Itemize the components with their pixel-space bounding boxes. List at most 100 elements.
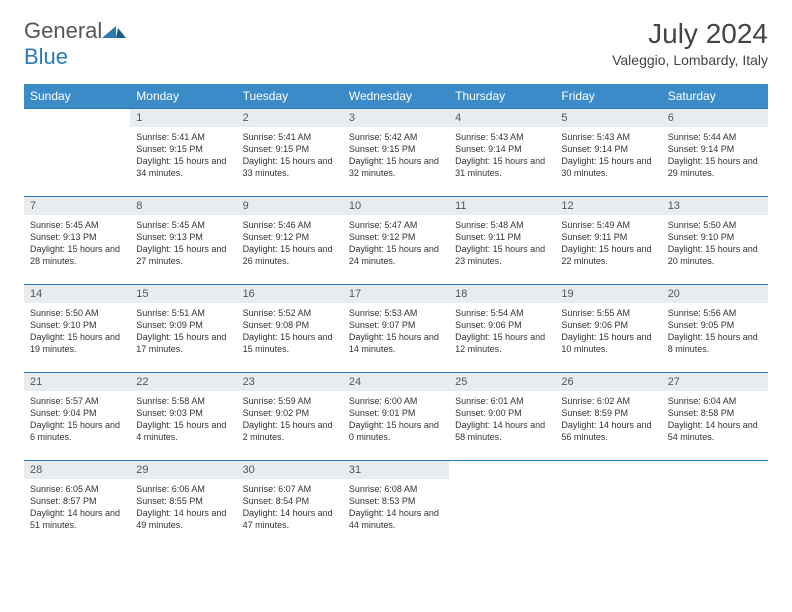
day-content: Sunrise: 5:59 AMSunset: 9:02 PMDaylight:… <box>237 391 343 450</box>
month-title: July 2024 <box>612 18 768 50</box>
daylight-line: Daylight: 15 hours and 26 minutes. <box>243 243 337 267</box>
day-content: Sunrise: 6:02 AMSunset: 8:59 PMDaylight:… <box>555 391 661 450</box>
day-content: Sunrise: 5:57 AMSunset: 9:04 PMDaylight:… <box>24 391 130 450</box>
daylight-line: Daylight: 15 hours and 2 minutes. <box>243 419 337 443</box>
calendar-day: 29Sunrise: 6:06 AMSunset: 8:55 PMDayligh… <box>130 460 236 548</box>
sunrise-line: Sunrise: 5:56 AM <box>668 307 762 319</box>
day-content: Sunrise: 5:46 AMSunset: 9:12 PMDaylight:… <box>237 215 343 274</box>
day-number: 6 <box>662 108 768 127</box>
day-content: Sunrise: 5:53 AMSunset: 9:07 PMDaylight:… <box>343 303 449 362</box>
day-content: Sunrise: 5:52 AMSunset: 9:08 PMDaylight:… <box>237 303 343 362</box>
calendar-day: 22Sunrise: 5:58 AMSunset: 9:03 PMDayligh… <box>130 372 236 460</box>
day-content: Sunrise: 5:44 AMSunset: 9:14 PMDaylight:… <box>662 127 768 186</box>
sunset-line: Sunset: 9:08 PM <box>243 319 337 331</box>
day-number: 12 <box>555 196 661 215</box>
calendar-day: 17Sunrise: 5:53 AMSunset: 9:07 PMDayligh… <box>343 284 449 372</box>
sunset-line: Sunset: 9:06 PM <box>455 319 549 331</box>
day-content: Sunrise: 5:41 AMSunset: 9:15 PMDaylight:… <box>130 127 236 186</box>
weekday-header: Friday <box>555 84 661 108</box>
daylight-line: Daylight: 15 hours and 4 minutes. <box>136 419 230 443</box>
day-content: Sunrise: 5:50 AMSunset: 9:10 PMDaylight:… <box>662 215 768 274</box>
sunset-line: Sunset: 9:14 PM <box>455 143 549 155</box>
weekday-header: Sunday <box>24 84 130 108</box>
day-content: Sunrise: 5:45 AMSunset: 9:13 PMDaylight:… <box>130 215 236 274</box>
sunset-line: Sunset: 9:14 PM <box>668 143 762 155</box>
day-number: 26 <box>555 372 661 391</box>
daylight-line: Daylight: 14 hours and 58 minutes. <box>455 419 549 443</box>
header: GeneralBlue July 2024 Valeggio, Lombardy… <box>24 18 768 70</box>
day-content: Sunrise: 5:51 AMSunset: 9:09 PMDaylight:… <box>130 303 236 362</box>
sunset-line: Sunset: 8:58 PM <box>668 407 762 419</box>
sunset-line: Sunset: 9:07 PM <box>349 319 443 331</box>
brand-logo: GeneralBlue <box>24 18 126 70</box>
calendar-day: 5Sunrise: 5:43 AMSunset: 9:14 PMDaylight… <box>555 108 661 196</box>
calendar-day: 20Sunrise: 5:56 AMSunset: 9:05 PMDayligh… <box>662 284 768 372</box>
day-content: Sunrise: 5:49 AMSunset: 9:11 PMDaylight:… <box>555 215 661 274</box>
daylight-line: Daylight: 15 hours and 34 minutes. <box>136 155 230 179</box>
sunrise-line: Sunrise: 6:02 AM <box>561 395 655 407</box>
sunrise-line: Sunrise: 5:55 AM <box>561 307 655 319</box>
day-content <box>449 479 555 539</box>
day-number: 2 <box>237 108 343 127</box>
day-content: Sunrise: 5:55 AMSunset: 9:06 PMDaylight:… <box>555 303 661 362</box>
calendar-day: 2Sunrise: 5:41 AMSunset: 9:15 PMDaylight… <box>237 108 343 196</box>
location: Valeggio, Lombardy, Italy <box>612 52 768 68</box>
day-content: Sunrise: 5:41 AMSunset: 9:15 PMDaylight:… <box>237 127 343 186</box>
brand-name-a: General <box>24 18 102 43</box>
day-content: Sunrise: 5:54 AMSunset: 9:06 PMDaylight:… <box>449 303 555 362</box>
day-number: 31 <box>343 460 449 479</box>
sunset-line: Sunset: 9:14 PM <box>561 143 655 155</box>
day-number: 9 <box>237 196 343 215</box>
day-number: 25 <box>449 372 555 391</box>
sunset-line: Sunset: 9:01 PM <box>349 407 443 419</box>
calendar-day: 23Sunrise: 5:59 AMSunset: 9:02 PMDayligh… <box>237 372 343 460</box>
calendar-week-row: 7Sunrise: 5:45 AMSunset: 9:13 PMDaylight… <box>24 196 768 284</box>
day-number: 16 <box>237 284 343 303</box>
calendar-week-row: 1Sunrise: 5:41 AMSunset: 9:15 PMDaylight… <box>24 108 768 196</box>
day-number: 10 <box>343 196 449 215</box>
day-number: 24 <box>343 372 449 391</box>
calendar-day: 1Sunrise: 5:41 AMSunset: 9:15 PMDaylight… <box>130 108 236 196</box>
day-number: 7 <box>24 196 130 215</box>
daylight-line: Daylight: 14 hours and 47 minutes. <box>243 507 337 531</box>
calendar-day: 4Sunrise: 5:43 AMSunset: 9:14 PMDaylight… <box>449 108 555 196</box>
day-content: Sunrise: 6:08 AMSunset: 8:53 PMDaylight:… <box>343 479 449 538</box>
day-content: Sunrise: 6:07 AMSunset: 8:54 PMDaylight:… <box>237 479 343 538</box>
sunset-line: Sunset: 9:11 PM <box>455 231 549 243</box>
daylight-line: Daylight: 15 hours and 6 minutes. <box>30 419 124 443</box>
daylight-line: Daylight: 15 hours and 28 minutes. <box>30 243 124 267</box>
sunrise-line: Sunrise: 5:41 AM <box>243 131 337 143</box>
sunset-line: Sunset: 9:15 PM <box>136 143 230 155</box>
day-number: 29 <box>130 460 236 479</box>
calendar-table: SundayMondayTuesdayWednesdayThursdayFrid… <box>24 84 768 548</box>
daylight-line: Daylight: 15 hours and 30 minutes. <box>561 155 655 179</box>
sunrise-line: Sunrise: 6:01 AM <box>455 395 549 407</box>
calendar-day: 14Sunrise: 5:50 AMSunset: 9:10 PMDayligh… <box>24 284 130 372</box>
sunrise-line: Sunrise: 5:59 AM <box>243 395 337 407</box>
calendar-day-empty <box>24 108 130 196</box>
sunset-line: Sunset: 8:54 PM <box>243 495 337 507</box>
sunrise-line: Sunrise: 5:54 AM <box>455 307 549 319</box>
daylight-line: Daylight: 15 hours and 8 minutes. <box>668 331 762 355</box>
sunrise-line: Sunrise: 5:44 AM <box>668 131 762 143</box>
sunrise-line: Sunrise: 5:50 AM <box>30 307 124 319</box>
calendar-day: 3Sunrise: 5:42 AMSunset: 9:15 PMDaylight… <box>343 108 449 196</box>
day-number: 23 <box>237 372 343 391</box>
sunset-line: Sunset: 9:10 PM <box>668 231 762 243</box>
day-content <box>662 479 768 539</box>
weekday-header: Tuesday <box>237 84 343 108</box>
sunrise-line: Sunrise: 5:48 AM <box>455 219 549 231</box>
day-number: 3 <box>343 108 449 127</box>
day-content <box>24 127 130 187</box>
sunrise-line: Sunrise: 6:05 AM <box>30 483 124 495</box>
sunset-line: Sunset: 9:05 PM <box>668 319 762 331</box>
calendar-day: 25Sunrise: 6:01 AMSunset: 9:00 PMDayligh… <box>449 372 555 460</box>
sunset-line: Sunset: 9:03 PM <box>136 407 230 419</box>
daylight-line: Daylight: 15 hours and 0 minutes. <box>349 419 443 443</box>
day-content: Sunrise: 6:06 AMSunset: 8:55 PMDaylight:… <box>130 479 236 538</box>
daylight-line: Daylight: 15 hours and 24 minutes. <box>349 243 443 267</box>
day-number: 21 <box>24 372 130 391</box>
day-content: Sunrise: 5:56 AMSunset: 9:05 PMDaylight:… <box>662 303 768 362</box>
sunrise-line: Sunrise: 6:04 AM <box>668 395 762 407</box>
sunrise-line: Sunrise: 5:53 AM <box>349 307 443 319</box>
